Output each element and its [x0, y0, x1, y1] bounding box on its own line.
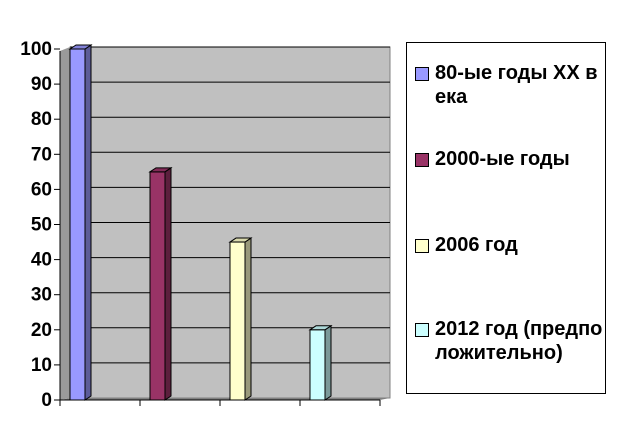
legend-label-4: 2012 год (предположительно) — [435, 318, 603, 364]
legend-swatch-3 — [415, 239, 429, 253]
bar-front — [69, 48, 86, 401]
legend-swatch-1 — [415, 67, 429, 81]
y-tick-label: 70 — [31, 144, 52, 165]
legend-item-1: 80-ые годы XX века — [415, 61, 603, 109]
bar-1 — [68, 44, 93, 401]
bar-side — [164, 166, 172, 401]
bar-top — [228, 237, 253, 243]
legend-label-3: 2006 год — [435, 234, 518, 256]
legend-label-1: 80-ые годы XX века — [435, 62, 598, 108]
plot-area — [60, 46, 391, 400]
legend-item-3: 2006 год — [415, 233, 603, 257]
bar-side — [244, 237, 252, 401]
y-tick-label: 50 — [31, 215, 52, 236]
legend-swatch-2 — [415, 153, 429, 167]
y-tick-label: 60 — [31, 179, 52, 200]
y-tick-label: 0 — [41, 390, 52, 411]
bar-4 — [308, 324, 333, 401]
bars — [68, 44, 333, 401]
bar-top — [148, 167, 173, 173]
bar-3 — [228, 237, 253, 401]
y-tick-label: 40 — [31, 250, 52, 271]
y-axis: 0 10 20 30 40 50 60 70 80 90 100 — [20, 39, 381, 411]
legend-label-2: 2000-ые годы — [435, 148, 570, 170]
legend-swatch-4 — [415, 323, 429, 337]
y-tick-label: 10 — [31, 355, 52, 376]
bar-2 — [148, 166, 173, 401]
y-tick-label: 90 — [31, 74, 52, 95]
y-tick-label: 20 — [31, 320, 52, 341]
bar-front — [229, 241, 246, 401]
bar-side — [324, 324, 332, 401]
bar-side — [84, 44, 92, 401]
legend-item-2: 2000-ые годы — [415, 147, 603, 171]
legend-item-4: 2012 год (предположительно) — [415, 317, 603, 365]
bar-front — [149, 171, 166, 401]
bar-top — [308, 325, 333, 331]
y-tick-label: 30 — [31, 285, 52, 306]
bar-front — [309, 329, 326, 401]
plot-side-wall — [60, 47, 70, 400]
legend: 80-ые годы XX века 2000-ые годы 2006 год… — [406, 42, 606, 394]
y-tick-label: 100 — [20, 39, 52, 60]
bar-top — [68, 44, 93, 50]
y-tick-label: 80 — [31, 109, 52, 130]
